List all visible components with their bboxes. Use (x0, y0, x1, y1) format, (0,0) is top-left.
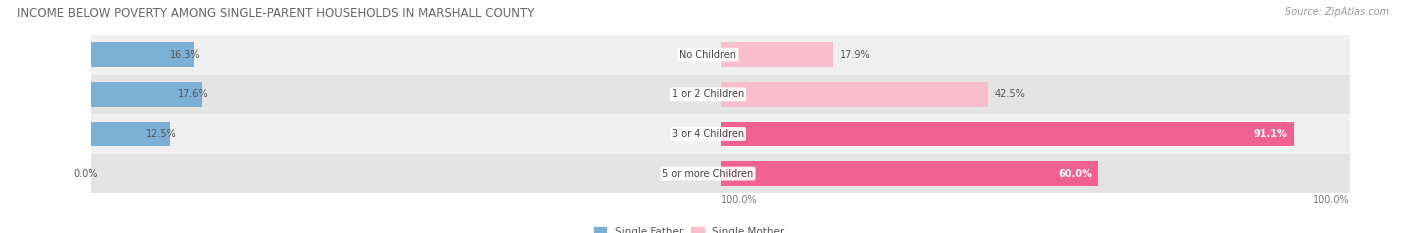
Text: 16.3%: 16.3% (170, 50, 200, 60)
Bar (91, 154, 720, 193)
Text: 3 or 4 Children: 3 or 4 Children (672, 129, 744, 139)
Text: 12.5%: 12.5% (146, 129, 176, 139)
Bar (91, 82, 202, 107)
Text: 17.9%: 17.9% (839, 50, 870, 60)
Bar (91, 42, 194, 67)
Bar (720, 122, 1294, 146)
Bar (720, 154, 1350, 193)
Bar (91, 114, 720, 154)
Bar (91, 35, 720, 75)
Text: 0.0%: 0.0% (73, 169, 97, 178)
Text: 17.6%: 17.6% (177, 89, 208, 99)
Legend: Single Father, Single Mother: Single Father, Single Mother (593, 227, 785, 233)
Bar (91, 122, 170, 146)
Text: 5 or more Children: 5 or more Children (662, 169, 754, 178)
Text: 100.0%: 100.0% (720, 195, 758, 205)
Text: 60.0%: 60.0% (1059, 169, 1092, 178)
Text: 1 or 2 Children: 1 or 2 Children (672, 89, 744, 99)
Bar (720, 35, 1350, 75)
Bar (720, 75, 1350, 114)
Bar (720, 114, 1350, 154)
Bar (720, 82, 988, 107)
Text: No Children: No Children (679, 50, 737, 60)
Text: INCOME BELOW POVERTY AMONG SINGLE-PARENT HOUSEHOLDS IN MARSHALL COUNTY: INCOME BELOW POVERTY AMONG SINGLE-PARENT… (17, 7, 534, 20)
Text: 100.0%: 100.0% (1313, 195, 1350, 205)
Text: 42.5%: 42.5% (994, 89, 1025, 99)
Bar (91, 75, 720, 114)
Bar (720, 161, 1098, 186)
Text: Source: ZipAtlas.com: Source: ZipAtlas.com (1285, 7, 1389, 17)
Bar (720, 42, 834, 67)
Text: 91.1%: 91.1% (1254, 129, 1288, 139)
